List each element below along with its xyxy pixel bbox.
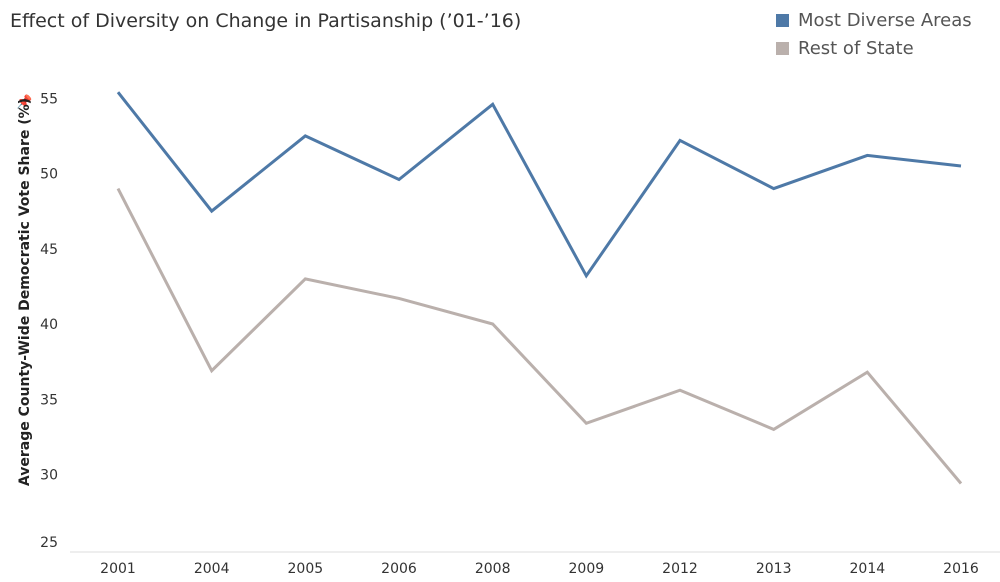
x-tick-label: 2005 (288, 561, 324, 577)
legend-item-most-diverse[interactable]: Most Diverse Areas (776, 6, 972, 34)
x-tick-label: 2001 (100, 561, 136, 577)
x-tick-label: 2006 (381, 561, 417, 577)
y-tick-label: 40 (40, 317, 58, 333)
x-tick-label: 2004 (194, 561, 230, 577)
x-tick-label: 2008 (475, 561, 511, 577)
legend-label-most-diverse: Most Diverse Areas (798, 9, 972, 31)
x-tick-label: 2009 (569, 561, 605, 577)
x-tick-label: 2012 (662, 561, 698, 577)
series-line-rest-of-state (116, 187, 963, 485)
y-tick-label: 25 (40, 535, 58, 551)
legend: Most Diverse Areas Rest of State (776, 6, 972, 62)
chart-title: Effect of Diversity on Change in Partisa… (10, 10, 522, 32)
legend-label-rest-of-state: Rest of State (798, 37, 914, 59)
y-tick-label: 55 (40, 91, 58, 107)
pin-icon[interactable]: 📌 (16, 95, 33, 110)
series-line-most-diverse-areas (116, 91, 962, 279)
legend-item-rest-of-state[interactable]: Rest of State (776, 34, 972, 62)
y-tick-label: 50 (40, 167, 58, 183)
y-tick-label: 35 (40, 392, 58, 408)
y-tick-label: 45 (40, 242, 58, 258)
legend-swatch-rest-of-state (776, 41, 789, 55)
legend-swatch-most-diverse (776, 13, 789, 27)
y-tick-label: 30 (40, 468, 58, 484)
x-tick-label: 2016 (943, 561, 979, 577)
x-tick-label: 2013 (756, 561, 792, 577)
x-tick-label: 2014 (850, 561, 886, 577)
